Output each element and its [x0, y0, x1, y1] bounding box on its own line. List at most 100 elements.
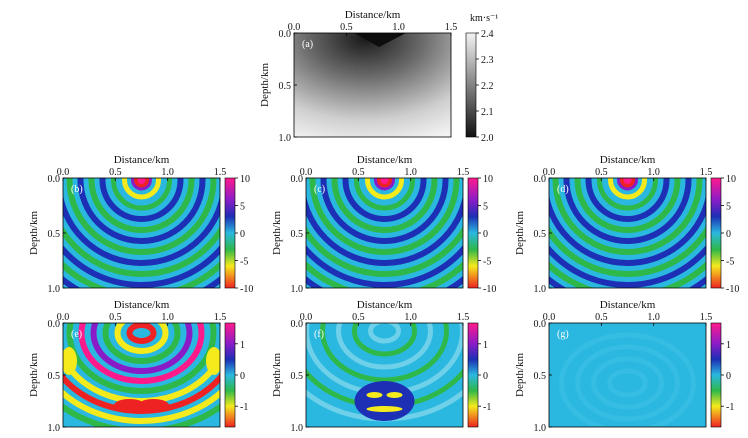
- wavefront-ring: [597, 178, 658, 211]
- colorbar-tick-label: -10: [483, 284, 496, 295]
- y-tick-label: 0.5: [279, 81, 292, 92]
- wavefront-ring: [320, 178, 449, 244]
- panel-f-image: [306, 323, 463, 427]
- colorbar-tick-label: 2.0: [481, 133, 494, 144]
- residual-band: [352, 323, 417, 357]
- colorbar-tick-label: -1: [483, 402, 491, 413]
- x-tick-label: 0.5: [352, 312, 365, 323]
- colorbar-tick-label: 10: [240, 174, 250, 185]
- residual-band: [90, 323, 193, 374]
- y-tick-label: 0.5: [48, 229, 61, 240]
- panel-g: (g)0.0 0.5 1.0 1.5Distance/km0.00.51.0Depth…: [514, 299, 734, 434]
- x-tick-label: 0.5: [595, 312, 608, 323]
- colorbar-tick-label: -5: [483, 257, 491, 268]
- wavefront-ring: [549, 225, 706, 277]
- panel-d-image: [549, 178, 706, 288]
- x-axis-label: Distance/km: [345, 9, 401, 21]
- x-tick-label: 0.5: [352, 167, 365, 178]
- low-velocity-notch: [354, 33, 406, 47]
- y-tick-label: 1.0: [534, 423, 547, 434]
- colorbar-tick-label: 2.1: [481, 107, 494, 118]
- colorbar: [467, 322, 479, 428]
- residual-band: [591, 356, 664, 410]
- source-ring: [617, 178, 638, 191]
- y-tick-label: 0.0: [534, 174, 547, 185]
- x-axis-label: Distance/km: [357, 154, 413, 166]
- y-axis-label: Depth/km: [28, 211, 40, 255]
- residual-band: [63, 348, 220, 404]
- wavefront-ring: [552, 178, 703, 255]
- wavefront-ring: [365, 178, 404, 200]
- wavefront-ring: [111, 178, 172, 211]
- x-axis-label: Distance/km: [357, 299, 413, 311]
- panel-e: (e)0.0 0.5 1.0 1.5Distance/km0.00.51.0Depth…: [28, 299, 248, 434]
- y-tick-label: 0.0: [291, 174, 304, 185]
- x-tick-label: 1.5: [214, 167, 227, 178]
- x-tick-label: 0.0: [300, 167, 313, 178]
- panel-b: (b)0.0 0.5 1.0 1.5Distance/km0.00.51.0Depth…: [28, 154, 253, 295]
- residual-band: [63, 389, 220, 424]
- y-tick-label: 1.0: [48, 423, 61, 434]
- y-tick-label: 0.5: [291, 229, 304, 240]
- panel-b-image: [63, 178, 220, 288]
- colorbar-tick-label: 2.2: [481, 81, 494, 92]
- y-tick-label: 0.5: [534, 371, 547, 382]
- colorbar-unit: km·s⁻¹: [470, 13, 498, 24]
- colorbar-tick-label: 0: [483, 229, 488, 240]
- residual-blob: [206, 347, 220, 375]
- y-axis-label: Depth/km: [271, 353, 283, 397]
- x-tick-label: 0.0: [543, 167, 556, 178]
- colorbar: [465, 32, 477, 138]
- residual-blob: [137, 399, 170, 413]
- wavefront-ring: [77, 178, 206, 244]
- x-tick-label: 1.0: [404, 312, 417, 323]
- x-axis-label: Distance/km: [600, 299, 656, 311]
- x-tick-label: 1.0: [647, 167, 660, 178]
- colorbar-tick-label: 10: [483, 174, 493, 185]
- colorbar-tick-label: 1: [726, 340, 731, 351]
- colorbar: [710, 177, 722, 289]
- panel-label: (a): [302, 39, 313, 50]
- wavefront-ring: [309, 178, 460, 255]
- colorbar-tick-label: -1: [240, 402, 248, 413]
- source-point: [137, 178, 146, 184]
- x-tick-label: 0.5: [595, 167, 608, 178]
- residual-anomaly: [386, 392, 403, 398]
- colorbar: [224, 322, 236, 428]
- x-tick-label: 0.5: [109, 167, 122, 178]
- wavefront-ring: [331, 178, 438, 233]
- colorbar-tick-label: -10: [726, 284, 739, 295]
- colorbar-tick-label: 2.4: [481, 29, 494, 40]
- panel-c-image: [306, 178, 463, 288]
- x-tick-label: 1.5: [457, 167, 470, 178]
- y-tick-label: 1.0: [48, 284, 61, 295]
- colorbar-tick-label: 0: [483, 371, 488, 382]
- colorbar-tick-label: -10: [240, 284, 253, 295]
- wavefront-ring: [354, 178, 415, 211]
- residual-band: [336, 323, 433, 370]
- colorbar-tick-label: -5: [726, 257, 734, 268]
- wavefront-ring: [619, 178, 636, 189]
- x-tick-label: 0.5: [109, 312, 122, 323]
- x-tick-label: 1.5: [700, 312, 713, 323]
- colorbar-tick-label: 1: [240, 340, 245, 351]
- x-axis-label: Distance/km: [114, 154, 170, 166]
- panel-e-image: [63, 323, 220, 427]
- x-tick-label: 0.0: [300, 312, 313, 323]
- panel-label: (d): [557, 184, 569, 195]
- velocity-field: [294, 33, 451, 137]
- y-axis-label: Depth/km: [28, 353, 40, 397]
- panel-a: (a)0.0 0.5 1.0 1.5Distance/km0.00.51.0Depth…: [259, 9, 498, 144]
- wavefront-ring: [608, 178, 647, 200]
- wavefront-ring: [99, 178, 184, 222]
- residual-band: [114, 323, 169, 354]
- y-tick-label: 0.5: [48, 371, 61, 382]
- residual-anomaly: [354, 381, 415, 421]
- colorbar-tick-label: 0: [240, 371, 245, 382]
- panel-a-image: [294, 33, 451, 137]
- y-tick-label: 0.0: [279, 29, 292, 40]
- wavefront-ring: [63, 225, 220, 277]
- x-tick-label: 1.0: [161, 312, 174, 323]
- x-tick-label: 1.5: [457, 312, 470, 323]
- colorbar-tick-label: 2.3: [481, 55, 494, 66]
